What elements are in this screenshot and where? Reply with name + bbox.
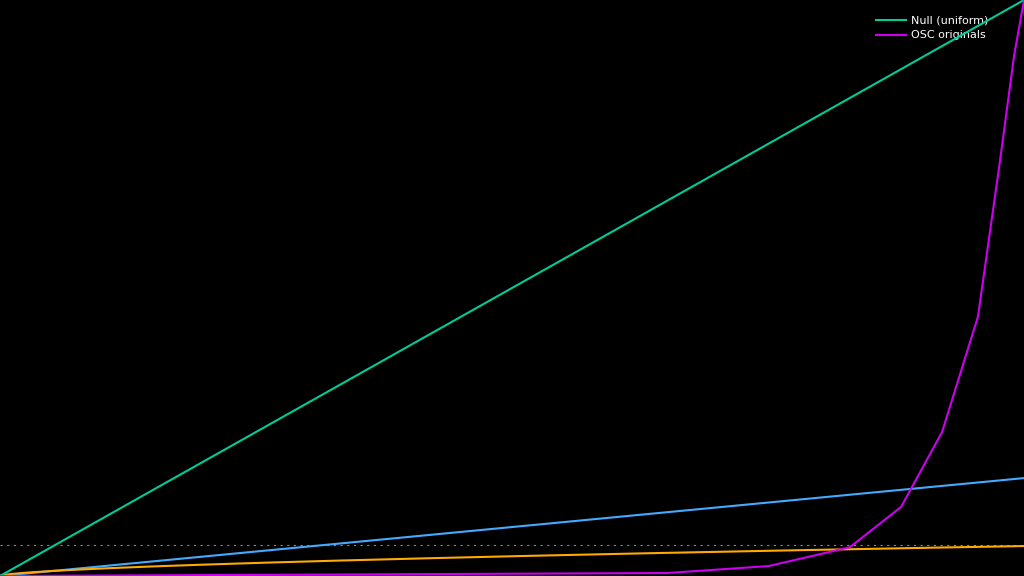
Text: OSC originals: OSC originals bbox=[911, 29, 986, 40]
Text: Null (uniform): Null (uniform) bbox=[911, 15, 989, 25]
